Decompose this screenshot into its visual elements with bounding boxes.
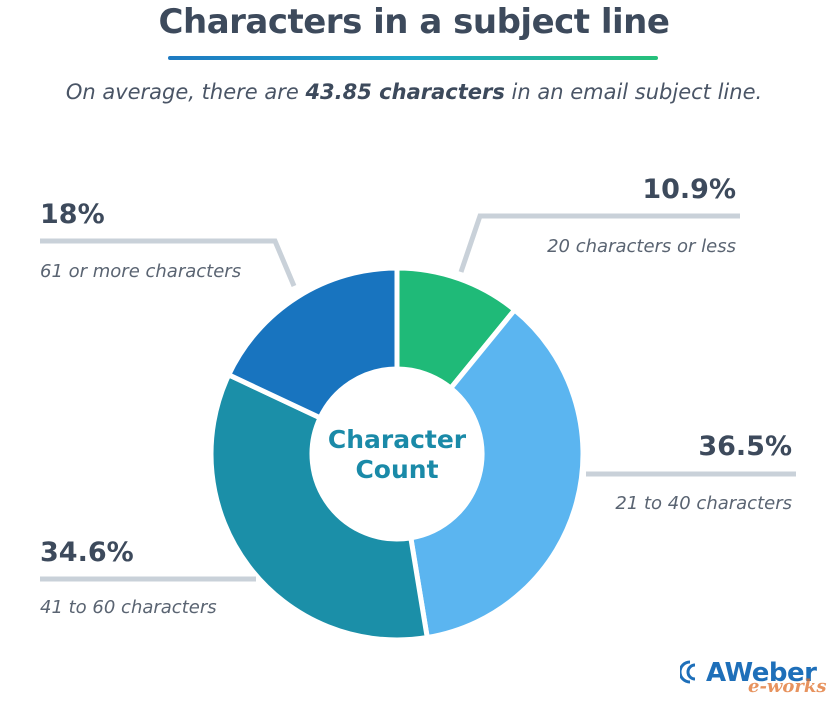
center-label-line-1: Count — [355, 455, 438, 484]
slice-value-label-2: 34.6% — [40, 537, 134, 568]
slice-value-label-0: 10.9% — [642, 174, 736, 205]
slice-value-label-1: 36.5% — [698, 431, 792, 462]
title-underline — [168, 56, 658, 60]
donut-slice-1 — [407, 306, 586, 641]
watermark: e-works — [748, 676, 827, 697]
slice-description-label-2: 41 to 60 characters — [40, 597, 217, 618]
leader-line-0 — [458, 213, 740, 273]
chart-subtitle: On average, there are 43.85 characters i… — [0, 80, 828, 104]
aweber-logo-icon — [680, 660, 696, 684]
donut-slice-2 — [208, 371, 431, 643]
slice-description-label-1: 21 to 40 characters — [615, 493, 792, 514]
donut-slice-3 — [225, 265, 400, 422]
slice-value-label-3: 18% — [40, 199, 105, 230]
chart-title: Characters in a subject line — [158, 2, 670, 42]
leader-line-3 — [40, 238, 297, 287]
brand-logo: AWeber — [680, 658, 817, 688]
subtitle-highlight: 43.85 characters — [305, 80, 505, 104]
center-label-line-0: Character — [328, 425, 467, 454]
subtitle-suffix: in an email subject line. — [504, 80, 763, 104]
subtitle-prefix: On average, there are — [65, 80, 306, 104]
brand-name: AWeber — [706, 658, 817, 688]
slice-description-label-0: 20 characters or less — [547, 236, 736, 257]
slice-description-label-3: 61 or more characters — [40, 261, 241, 282]
